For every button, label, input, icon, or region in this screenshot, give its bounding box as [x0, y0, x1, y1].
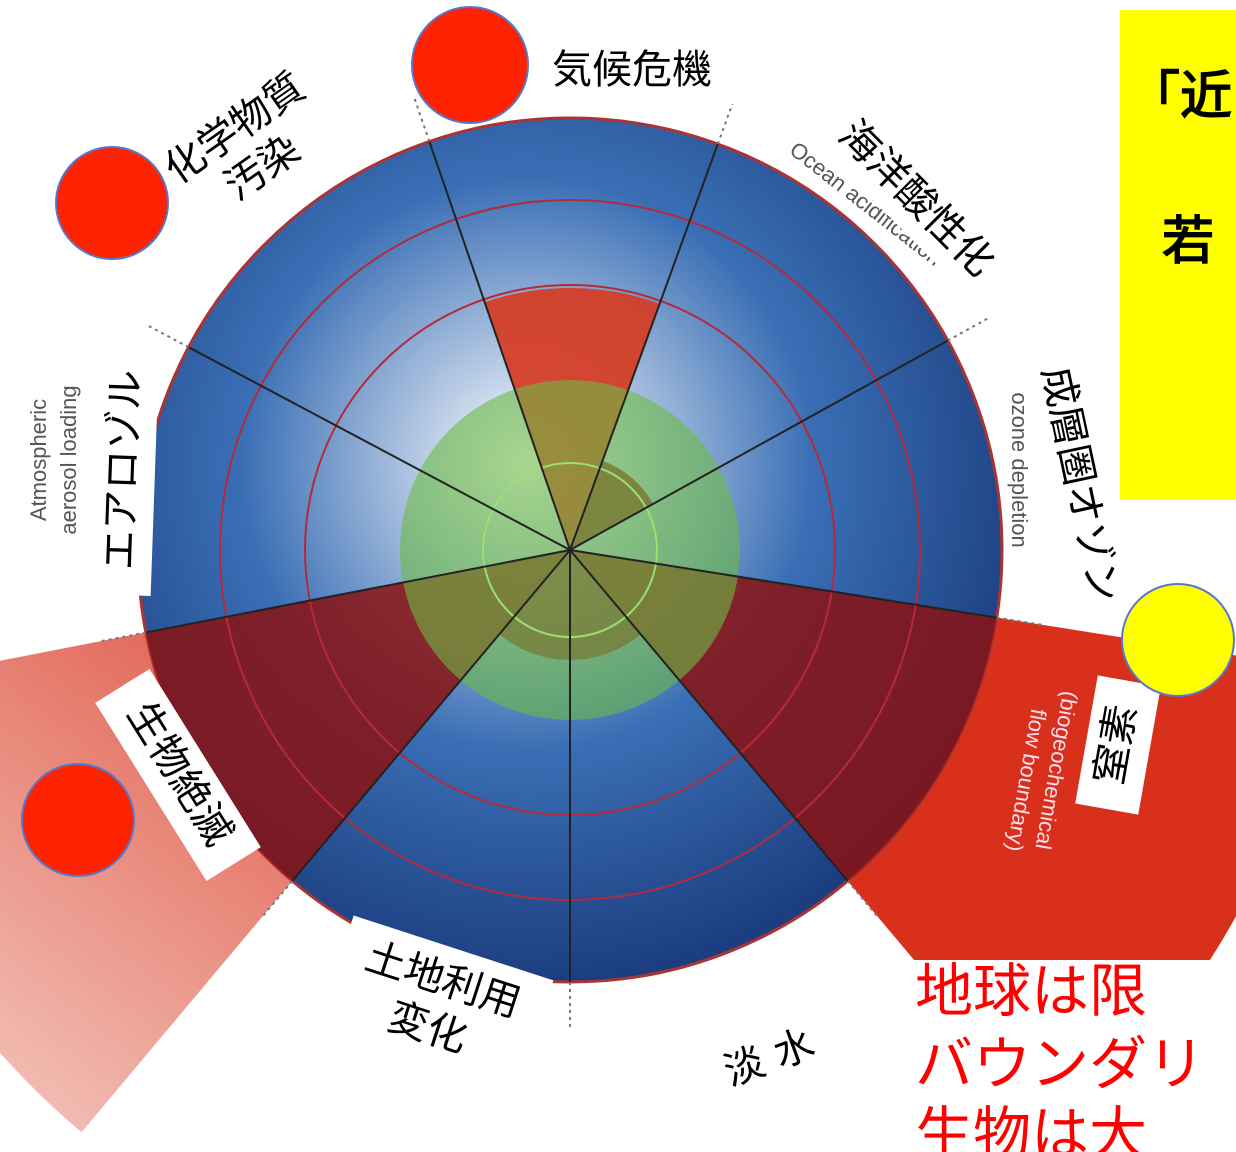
- label-box: 窒素: [1075, 675, 1161, 815]
- english-label: ozone depletion: [1007, 392, 1032, 547]
- sector-line: [569, 549, 849, 882]
- sector-line: [428, 141, 571, 551]
- sector-line: [996, 616, 1045, 627]
- caption-bg: [912, 960, 1236, 1152]
- title-text: 若: [1162, 212, 1214, 272]
- status-dot: [411, 6, 529, 124]
- sector-line: [145, 323, 190, 349]
- sector-line: [947, 316, 991, 342]
- sector-line: [260, 880, 294, 919]
- sector-lines: [98, 95, 1045, 1030]
- status-dot: [55, 146, 169, 260]
- sector-line: [569, 549, 997, 619]
- sector-line: [716, 98, 736, 145]
- english-label: Atmospheric: [26, 399, 51, 521]
- sector-line: [98, 631, 147, 643]
- caption: 地球は限: [915, 957, 1147, 1025]
- label: エアロゾル: [97, 369, 150, 570]
- label-box: 気候危機: [520, 40, 744, 104]
- title-box: [1120, 10, 1236, 500]
- english-label: aerosol loading: [56, 385, 81, 534]
- label-box: 淡 水: [684, 1004, 856, 1116]
- sector-line: [145, 549, 571, 634]
- label: 成層圏オゾン: [1033, 362, 1128, 606]
- label: 気候危機: [552, 47, 712, 93]
- sector-line: [412, 95, 431, 142]
- caption: 生物は大: [915, 1100, 1147, 1152]
- sector-line: [569, 143, 719, 551]
- caption: バウンダリ: [915, 1030, 1205, 1098]
- status-dot: [1121, 583, 1235, 697]
- sector-line: [846, 880, 880, 919]
- sector-line: [569, 339, 949, 551]
- title-text: 「近: [1128, 67, 1232, 127]
- label-box: エアロゾル: [90, 344, 160, 596]
- sector-line: [291, 549, 571, 882]
- label-box: 成層圏オゾン: [1020, 346, 1136, 624]
- status-dot: [21, 763, 135, 877]
- sector-line: [188, 346, 571, 551]
